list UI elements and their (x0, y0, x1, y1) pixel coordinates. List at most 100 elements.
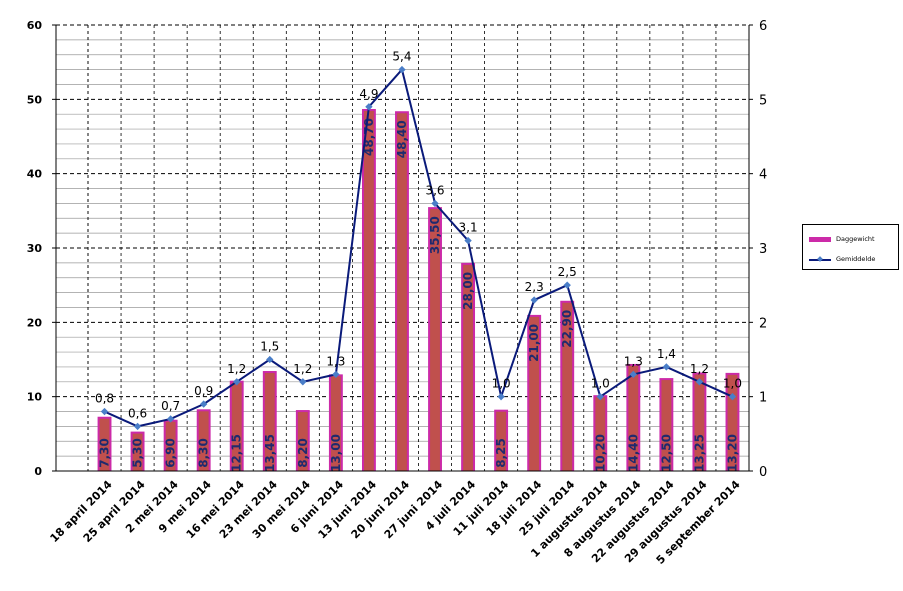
bar-label: 28,00 (461, 272, 475, 310)
bar-label: 13,25 (692, 434, 706, 472)
legend-label-gemiddelde: Gemiddelde (836, 255, 876, 263)
x-tick-label: 13 juni 2014 (316, 478, 380, 542)
bar-fill (297, 412, 308, 471)
bar-label: 5,30 (131, 438, 145, 468)
bar-label: 8,30 (197, 438, 211, 468)
bar-fill (264, 373, 275, 471)
line-label: 3,6 (425, 183, 444, 197)
bar-fill (165, 421, 176, 471)
bar-label: 22,90 (560, 310, 574, 348)
line-point (662, 363, 671, 371)
y-left-ticks: 0 10 20 30 40 50 60 (27, 19, 56, 478)
y-right-tick-label: 1 (759, 391, 767, 406)
y-left-tick-label: 0 (34, 465, 42, 478)
bar-label: 8,25 (494, 438, 508, 468)
bar-fill (397, 113, 407, 471)
line-labels: 0,8 0,6 0,7 0,9 1,2 1,5 1,2 1,3 4,9 5,4 3,6 3,1 1,0 2… (95, 50, 742, 421)
line-point (299, 378, 307, 386)
line-label: 2,5 (558, 265, 577, 279)
line-point (199, 400, 208, 408)
line-point (629, 370, 638, 379)
line-label: 4,9 (359, 87, 378, 101)
line-point (100, 407, 109, 416)
line-label: 1,0 (723, 377, 742, 391)
y-right-tick-label: 2 (759, 316, 767, 331)
bar-fill (595, 397, 606, 471)
bar-fill (562, 302, 573, 471)
line-point (728, 392, 737, 401)
bar-label: 13,00 (329, 434, 343, 472)
line-point (398, 65, 406, 74)
bar-label: 13,45 (263, 434, 277, 472)
legend: Daggewicht Gemiddelde (802, 224, 899, 270)
y-left-tick-label: 10 (27, 391, 43, 404)
line-label: 0,8 (95, 392, 114, 406)
y-right-tick-label: 4 (759, 168, 767, 183)
bar-fill (99, 418, 110, 471)
bar-fill (727, 374, 738, 471)
line-label: 1,0 (591, 377, 610, 391)
line-point (133, 422, 142, 431)
bar-label: 6,90 (164, 438, 178, 468)
line-point (563, 281, 571, 289)
line-label: 1,2 (690, 362, 709, 376)
bar-label: 8,20 (296, 438, 310, 468)
bar-fill (496, 411, 507, 471)
y-left-tick-label: 30 (27, 242, 43, 255)
bar-label: 12,50 (659, 434, 673, 472)
y-left-tick-label: 40 (27, 168, 43, 181)
y-right-ticks: 0 1 2 3 4 5 6 (749, 19, 767, 480)
x-tick-label: 30 mei 2014 (250, 478, 313, 541)
bar-fill (231, 382, 242, 471)
bar-fill (529, 316, 540, 471)
line-point (695, 378, 704, 386)
bar-label: 12,15 (230, 434, 244, 472)
line-label: 0,9 (194, 384, 213, 398)
x-tick-label: 16 mei 2014 (184, 478, 247, 541)
bar-fill (430, 209, 440, 471)
bar-labels: 7,30 5,30 6,90 8,30 12,15 13,45 8,20 13,0048,70… (98, 118, 740, 472)
line-label: 1,0 (492, 377, 511, 391)
y-right-tick-label: 0 (759, 465, 767, 480)
legend-swatch-bar (809, 237, 831, 242)
line-label: 1,5 (260, 340, 279, 354)
bar-fill (330, 376, 341, 471)
line-point (266, 355, 274, 364)
bars (97, 108, 740, 471)
bar-fill (661, 380, 672, 471)
line-point (497, 392, 505, 401)
line-point (596, 392, 604, 401)
line-label: 5,4 (392, 50, 411, 64)
line-point (464, 236, 472, 245)
bar-fill (463, 264, 474, 471)
line-point (332, 370, 340, 379)
y-left-tick-label: 20 (27, 316, 43, 329)
line-label: 1,3 (624, 354, 643, 368)
bar-label: 10,20 (593, 434, 607, 472)
x-tick-label: 23 mei 2014 (217, 478, 280, 541)
bar-fill (198, 411, 209, 471)
line-label: 1,3 (326, 354, 345, 368)
line-point (530, 296, 538, 304)
line-label: 1,2 (293, 362, 312, 376)
y-right-tick-label: 6 (759, 19, 767, 34)
bar-label: 21,00 (527, 324, 541, 362)
y-left-tick-label: 60 (27, 19, 43, 32)
line-point (166, 415, 175, 423)
legend-label-daggewicht: Daggewicht (836, 235, 875, 243)
line-label: 0,7 (161, 399, 180, 413)
line-label: 0,6 (128, 406, 147, 420)
line-label: 3,1 (459, 221, 478, 235)
line-label: 2,3 (525, 280, 544, 294)
x-tick-label: 27 juni 2014 (382, 478, 446, 542)
line-label: 1,2 (227, 362, 246, 376)
bar-fill (363, 110, 374, 471)
legend-swatch-line (809, 256, 831, 262)
bar-fill (694, 374, 705, 471)
bar-label: 14,40 (626, 434, 640, 472)
bar-label: 35,50 (428, 216, 442, 254)
bar-label: 48,40 (395, 120, 409, 158)
x-tick-label: 20 juni 2014 (349, 478, 413, 542)
